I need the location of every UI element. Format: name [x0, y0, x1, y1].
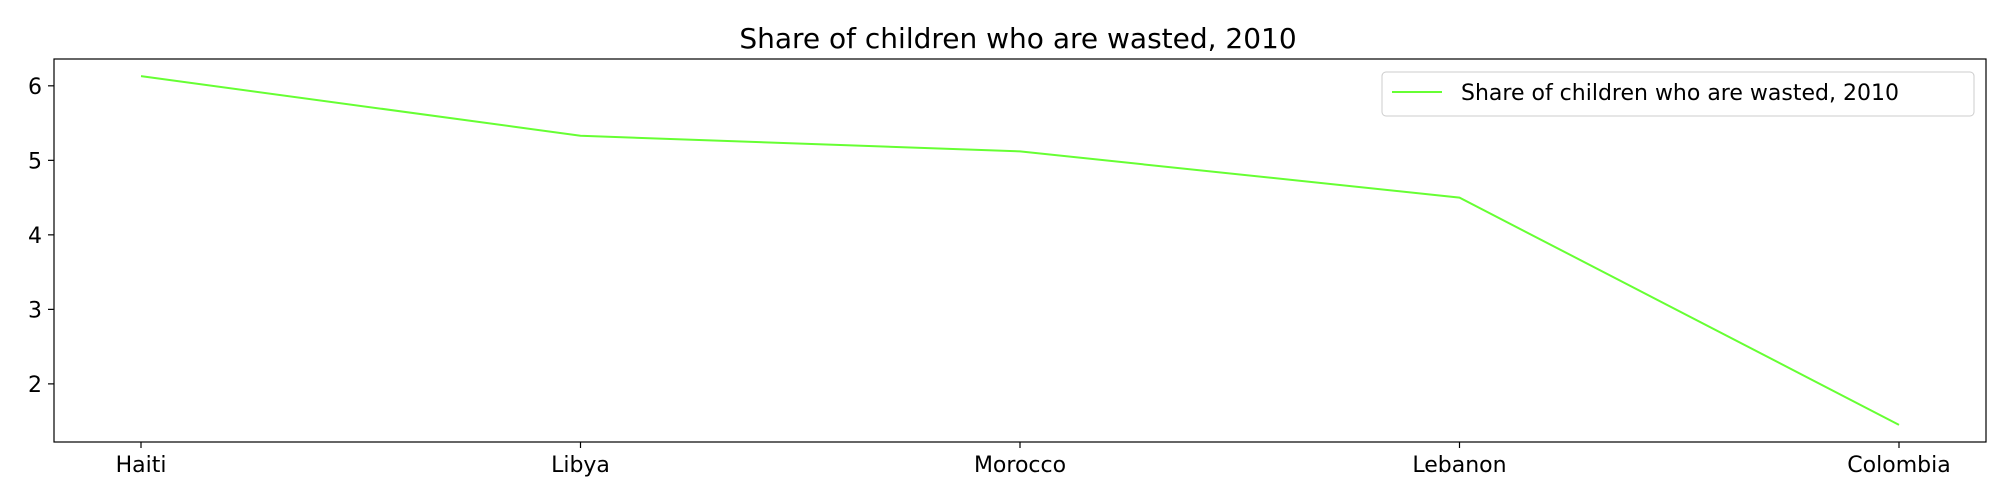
x-tick-label: Haiti: [116, 453, 167, 478]
y-tick-label: 3: [28, 298, 42, 323]
legend: Share of children who are wasted, 2010: [1382, 72, 1974, 116]
x-tick-label: Morocco: [974, 453, 1066, 478]
x-tick-label: Colombia: [1847, 453, 1950, 478]
y-axis: 2 3 4 5 6: [28, 75, 54, 398]
series-line: [141, 76, 1899, 425]
x-tick-label: Lebanon: [1412, 453, 1506, 478]
y-tick-label: 2: [28, 373, 42, 398]
x-tick-label: Libya: [551, 453, 610, 478]
legend-label: Share of children who are wasted, 2010: [1461, 81, 1899, 106]
series-layer: [141, 76, 1899, 425]
y-tick-label: 5: [28, 149, 42, 174]
y-tick-label: 4: [28, 224, 42, 249]
y-tick-label: 6: [28, 75, 42, 100]
chart-title: Share of children who are wasted, 2010: [739, 22, 1296, 55]
x-axis: Haiti Libya Morocco Lebanon Colombia: [116, 442, 1951, 478]
